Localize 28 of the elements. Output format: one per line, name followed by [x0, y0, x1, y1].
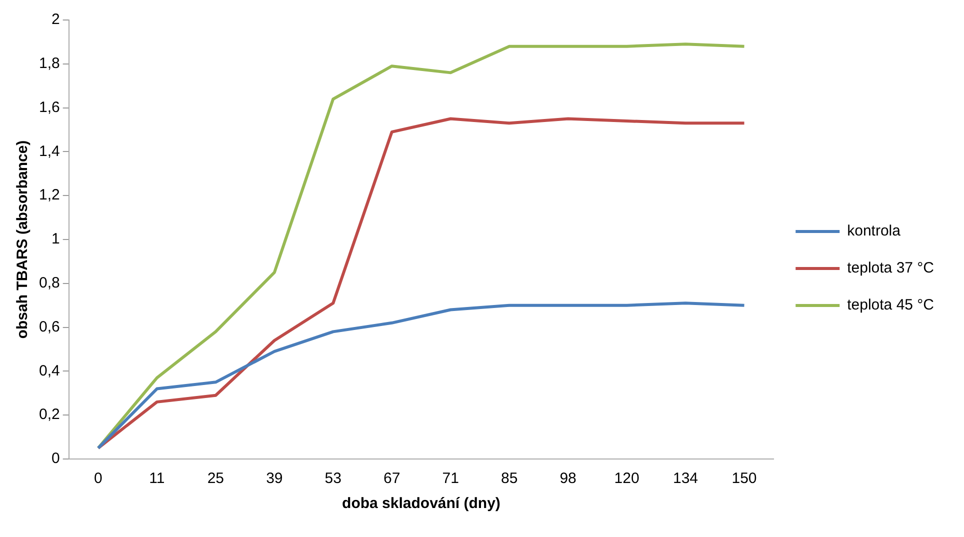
legend-label: teplota 45 °C	[847, 296, 934, 314]
x-tick-label: 134	[673, 470, 698, 488]
x-tick-label: 11	[149, 470, 165, 488]
y-tick-label: 1	[52, 230, 60, 248]
y-tick-label: 2	[52, 11, 60, 28]
x-tick-label: 120	[614, 470, 640, 488]
y-tick-label: 0	[52, 450, 60, 468]
y-tick-label: 0,2	[38, 406, 60, 424]
y-tick-label: 1,6	[38, 98, 60, 116]
x-axis-title: doba skladování (dny)	[342, 495, 500, 512]
legend-label: kontrola	[847, 222, 902, 240]
x-tick-label: 71	[442, 470, 459, 488]
x-tick-label: 98	[560, 470, 576, 488]
y-tick-label: 1,8	[38, 55, 60, 72]
x-tick-label: 67	[384, 470, 400, 488]
y-tick-label: 0,6	[38, 318, 60, 336]
y-tick-label: 0,4	[38, 362, 60, 380]
y-tick-label: 1,4	[38, 142, 60, 160]
y-tick-label: 1,2	[38, 186, 60, 204]
y-axis-title: obsah TBARS (absorbance)	[14, 140, 32, 339]
x-tick-label: 39	[266, 470, 283, 488]
y-tick-label: 0,8	[38, 274, 60, 292]
x-tick-label: 53	[324, 470, 342, 488]
legend-label: teplota 37 °C	[847, 260, 934, 277]
x-tick-label: 0	[94, 470, 102, 488]
x-tick-label: 85	[500, 470, 518, 488]
x-tick-label: 150	[732, 470, 757, 488]
x-tick-label: 25	[207, 470, 224, 488]
